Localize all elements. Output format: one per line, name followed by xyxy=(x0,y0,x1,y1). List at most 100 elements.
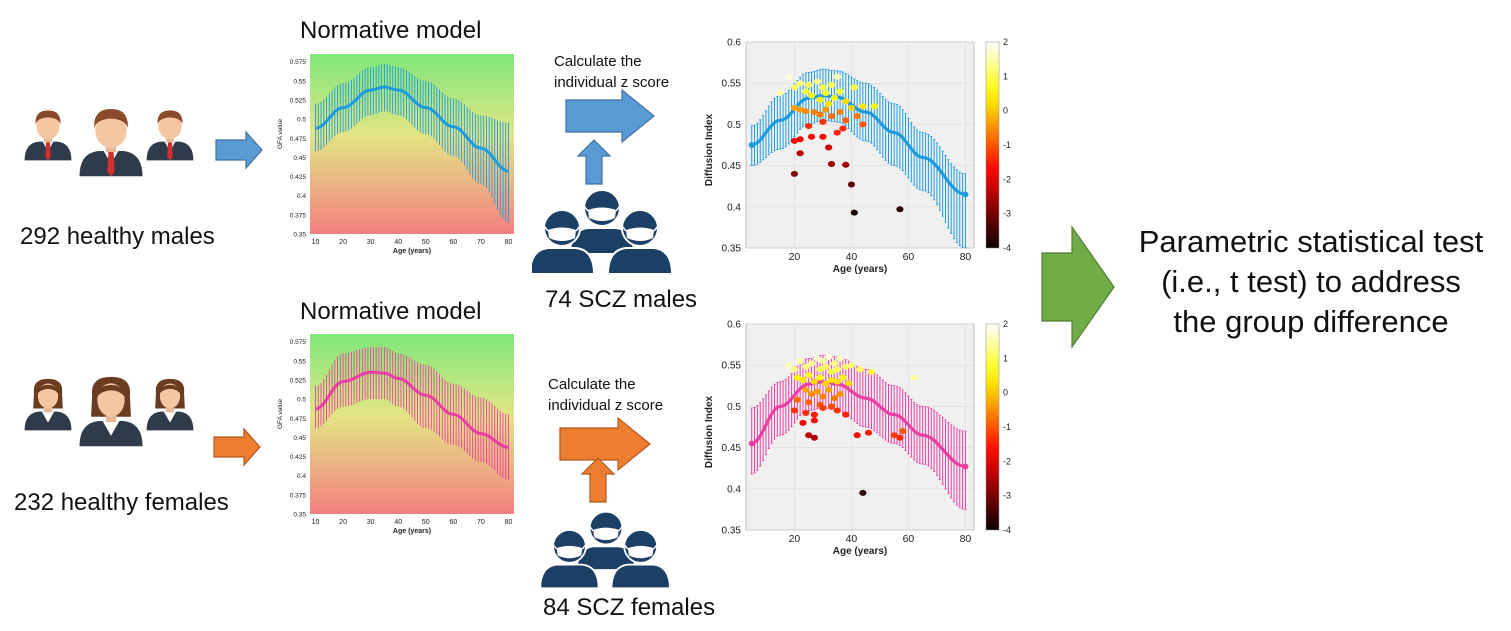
colorbar xyxy=(985,323,1000,531)
data-point xyxy=(810,434,818,441)
y-tick-label: 0.35 xyxy=(722,526,742,537)
data-point xyxy=(827,403,836,410)
data-point xyxy=(867,368,875,375)
data-point xyxy=(807,360,816,367)
data-point xyxy=(836,391,844,398)
data-point xyxy=(850,84,858,91)
y-axis-label: Diffusion Index xyxy=(704,395,715,468)
x-tick-label: 50 xyxy=(422,239,430,246)
y-tick-label: 0.4 xyxy=(727,202,741,213)
scz-males-icon xyxy=(532,189,672,275)
data-point xyxy=(827,160,836,167)
data-point xyxy=(833,378,841,385)
data-point xyxy=(842,411,850,418)
y-tick-label: 0.55 xyxy=(293,78,306,85)
data-point xyxy=(842,98,850,105)
x-tick-label: 40 xyxy=(394,239,402,246)
y-tick-label: 0.375 xyxy=(290,492,307,499)
curve-end-marker xyxy=(962,191,969,198)
final-arrow-icon xyxy=(1041,225,1115,349)
data-point xyxy=(830,95,838,102)
data-point xyxy=(819,84,827,91)
data-point xyxy=(805,123,813,130)
x-tick-label: 80 xyxy=(960,533,972,545)
healthy-males-label: 292 healthy males xyxy=(20,223,215,250)
data-point xyxy=(816,96,824,103)
data-point xyxy=(859,121,867,128)
data-point xyxy=(833,366,841,373)
calc-line1: Calculate the xyxy=(548,376,636,393)
calc-z-score-text-top: Calculate the individual z score xyxy=(554,51,669,93)
colorbar-tick-label: 2 xyxy=(1003,37,1008,47)
data-point xyxy=(796,150,804,157)
data-point xyxy=(802,363,810,370)
x-tick-label: 80 xyxy=(505,519,513,526)
data-point xyxy=(839,374,847,381)
y-tick-label: 0.45 xyxy=(722,443,742,454)
data-point xyxy=(842,363,850,370)
x-tick-label: 20 xyxy=(339,519,347,526)
y-axis-label: GFA value xyxy=(277,399,284,429)
y-tick-label: 0.575 xyxy=(290,339,307,346)
data-point xyxy=(819,405,827,412)
y-axis-label: GFA value xyxy=(277,119,284,149)
y-tick-label: 0.5 xyxy=(297,117,306,124)
mean-curve xyxy=(315,85,509,173)
data-point xyxy=(842,161,850,168)
x-tick-label: 30 xyxy=(367,519,375,526)
y-tick-label: 0.575 xyxy=(290,59,307,66)
data-point xyxy=(845,380,853,387)
x-tick-label: 10 xyxy=(312,239,320,246)
colorbar-tick-label: -4 xyxy=(1003,243,1011,253)
y-tick-label: 0.4 xyxy=(727,484,741,495)
y-tick-label: 0.375 xyxy=(290,212,307,219)
data-point xyxy=(810,417,818,424)
healthy-females-label: 232 healthy females xyxy=(14,489,229,516)
data-point xyxy=(827,81,836,88)
data-point xyxy=(810,411,818,418)
normative-model-title-top: Normative model xyxy=(300,17,482,44)
final-line3: the group difference xyxy=(1173,304,1449,339)
grid xyxy=(746,323,974,531)
data-point xyxy=(807,391,816,398)
y-tick-label: 0.6 xyxy=(727,320,741,331)
y-tick-label: 0.45 xyxy=(293,155,306,162)
data-point xyxy=(825,386,833,393)
data-point xyxy=(896,206,904,213)
data-point xyxy=(827,113,836,120)
data-point xyxy=(847,181,856,188)
data-point xyxy=(830,395,838,402)
data-point xyxy=(870,103,878,110)
x-tick-label: 10 xyxy=(312,519,320,526)
data-point xyxy=(825,144,833,151)
data-point xyxy=(796,358,804,365)
data-point xyxy=(822,363,830,370)
data-point xyxy=(836,355,844,362)
y-tick-label: 0.55 xyxy=(722,361,742,372)
data-point xyxy=(890,432,898,439)
data-point xyxy=(802,88,810,95)
data-point xyxy=(819,393,827,400)
colorbar-tick-label: 0 xyxy=(1003,388,1008,398)
x-axis-label: Age (years) xyxy=(833,264,887,275)
data-point xyxy=(796,80,804,87)
data-point xyxy=(802,409,810,416)
x-tick-label: 20 xyxy=(339,239,347,246)
x-tick-label: 70 xyxy=(477,519,485,526)
data-point xyxy=(802,386,810,393)
data-point xyxy=(899,428,907,435)
colorbar-tick-label: -1 xyxy=(1003,422,1011,432)
data-point xyxy=(847,104,856,111)
y-tick-label: 0.35 xyxy=(722,244,742,255)
healthy-females-icon xyxy=(24,376,194,447)
x-axis-label: Age (years) xyxy=(393,248,431,255)
data-point xyxy=(805,81,813,88)
data-point xyxy=(819,358,827,365)
x-tick-label: 60 xyxy=(449,239,457,246)
x-tick-label: 60 xyxy=(903,251,915,263)
data-point xyxy=(810,378,818,385)
data-point xyxy=(805,399,813,406)
data-point xyxy=(799,419,807,426)
